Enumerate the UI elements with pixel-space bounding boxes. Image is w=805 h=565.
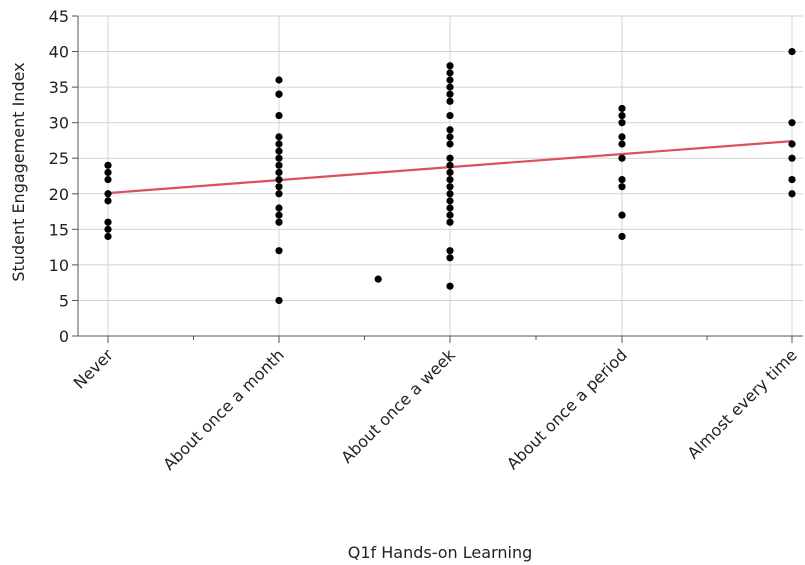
data-point — [788, 140, 796, 148]
y-tick-label: 40 — [49, 43, 69, 62]
data-point — [104, 190, 112, 198]
data-point — [275, 154, 283, 162]
data-point — [104, 218, 112, 226]
data-point — [618, 183, 626, 191]
data-point — [618, 211, 626, 219]
data-point — [104, 225, 112, 233]
data-point — [446, 62, 454, 70]
data-point — [618, 111, 626, 120]
data-point — [275, 147, 283, 155]
data-point — [374, 275, 382, 283]
data-point — [446, 204, 454, 212]
data-point — [275, 133, 283, 141]
y-tick-label: 10 — [49, 256, 69, 275]
data-point — [275, 247, 283, 255]
data-point — [446, 76, 454, 84]
data-point — [104, 161, 112, 169]
y-axis-title: Student Engagement Index — [9, 62, 28, 281]
data-point — [446, 211, 454, 219]
data-point — [446, 154, 454, 162]
data-point — [446, 83, 454, 91]
data-point — [275, 190, 283, 198]
data-point — [275, 161, 283, 169]
data-point — [788, 190, 796, 198]
x-category-label: About once a period — [503, 345, 631, 473]
y-tick-label: 30 — [49, 114, 69, 133]
data-point — [618, 119, 626, 127]
data-point — [788, 119, 796, 127]
y-tick-label: 35 — [49, 78, 69, 97]
data-point — [446, 183, 454, 191]
data-point — [275, 183, 283, 191]
y-tick-label: 25 — [49, 149, 69, 168]
data-point — [104, 175, 112, 184]
x-category-label: About once a month — [159, 345, 288, 474]
data-point — [788, 154, 796, 162]
data-point — [275, 204, 283, 212]
data-point — [275, 175, 283, 184]
data-point — [275, 168, 283, 177]
x-category-label: About once a week — [337, 345, 459, 467]
data-point — [446, 69, 454, 77]
data-point — [104, 232, 112, 241]
data-point — [446, 218, 454, 226]
data-point — [446, 175, 454, 184]
data-point — [446, 197, 454, 205]
y-tick-labels: 0 5 10 15 20 25 30 35 40 45 — [49, 7, 69, 346]
data-point — [618, 140, 626, 148]
data-point — [446, 133, 454, 141]
data-point — [618, 133, 626, 141]
y-tick-label: 45 — [49, 7, 69, 26]
data-point — [275, 218, 283, 226]
data-point — [618, 154, 626, 162]
data-point — [446, 168, 454, 177]
data-point — [446, 111, 454, 120]
data-point — [275, 211, 283, 219]
x-category-label: Never — [70, 345, 117, 392]
data-point — [446, 97, 454, 105]
data-point — [104, 197, 112, 205]
x-category-label: Almost every time — [684, 345, 801, 462]
data-point — [275, 76, 283, 84]
data-point — [446, 282, 454, 290]
data-point — [446, 254, 454, 262]
data-point — [446, 247, 454, 255]
data-point — [618, 175, 626, 184]
grid-lines — [78, 15, 803, 336]
data-point — [275, 111, 283, 120]
x-tick-labels: Never About once a month About once a week… — [70, 345, 801, 474]
data-point — [788, 175, 796, 184]
data-point — [104, 168, 112, 177]
x-axis-title: Q1f Hands-on Learning — [348, 543, 533, 562]
data-point — [275, 296, 283, 305]
y-tick-label: 20 — [49, 185, 69, 204]
points-layer — [104, 47, 796, 305]
data-point — [618, 104, 626, 113]
y-tick-label: 0 — [59, 327, 69, 346]
data-point — [446, 90, 454, 98]
data-point — [446, 140, 454, 148]
data-point — [446, 161, 454, 169]
data-point — [446, 126, 454, 134]
data-point — [275, 140, 283, 148]
y-tick-label: 5 — [59, 291, 69, 310]
y-tick-label: 15 — [49, 220, 69, 239]
data-point — [275, 90, 283, 98]
data-point — [788, 47, 796, 56]
data-point — [618, 232, 626, 241]
data-point — [446, 190, 454, 198]
axes — [72, 15, 803, 343]
